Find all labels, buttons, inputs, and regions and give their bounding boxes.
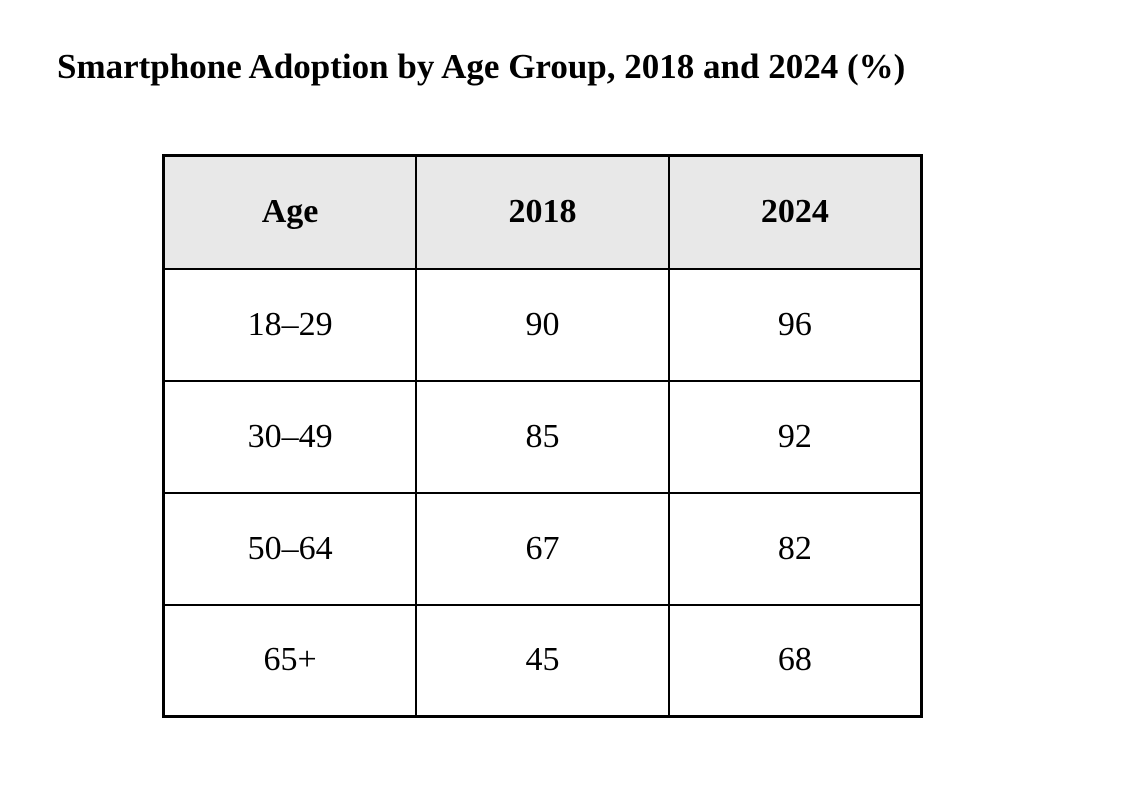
table-row: 18–29 90 96 [162, 267, 923, 382]
table-header-row: Age 2018 2024 [162, 154, 923, 270]
cell-value-2024: 82 [667, 491, 923, 606]
cell-value-2024: 96 [667, 267, 923, 382]
table-row: 30–49 85 92 [162, 379, 923, 494]
table-row: 50–64 67 82 [162, 491, 923, 606]
cell-value-2018: 85 [415, 379, 670, 494]
cell-age-group: 65+ [162, 603, 418, 718]
cell-value-2018: 67 [415, 491, 670, 606]
cell-age-group: 50–64 [162, 491, 418, 606]
cell-age-group: 18–29 [162, 267, 418, 382]
cell-value-2018: 90 [415, 267, 670, 382]
table-header: Age 2018 2024 [162, 154, 923, 270]
header-cell-2024: 2024 [667, 154, 923, 270]
cell-value-2018: 45 [415, 603, 670, 718]
table-body: 18–29 90 96 30–49 85 92 50–64 67 82 65+ … [162, 267, 923, 718]
cell-value-2024: 92 [667, 379, 923, 494]
page-title: Smartphone Adoption by Age Group, 2018 a… [57, 47, 906, 86]
header-cell-2018: 2018 [415, 154, 670, 270]
cell-value-2024: 68 [667, 603, 923, 718]
adoption-table: Age 2018 2024 18–29 90 96 30–49 85 92 50… [162, 154, 923, 718]
cell-age-group: 30–49 [162, 379, 418, 494]
table-row: 65+ 45 68 [162, 603, 923, 718]
header-cell-age: Age [162, 154, 418, 270]
